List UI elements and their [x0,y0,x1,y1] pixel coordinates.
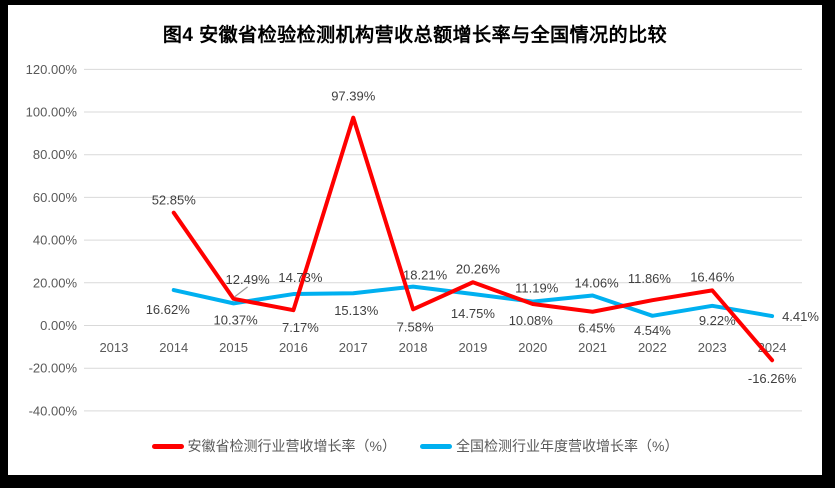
svg-text:6.45%: 6.45% [578,321,615,336]
svg-text:11.19%: 11.19% [515,281,559,296]
svg-text:2014: 2014 [159,340,188,355]
anhui-series-line [171,115,775,363]
svg-text:100.00%: 100.00% [26,105,78,120]
svg-text:2020: 2020 [518,340,547,355]
svg-text:2017: 2017 [339,340,368,355]
svg-text:2013: 2013 [99,340,128,355]
svg-text:12.49%: 12.49% [226,272,271,287]
svg-text:2015: 2015 [219,340,248,355]
national-series-line [171,284,775,319]
svg-text:80.00%: 80.00% [33,147,78,162]
y-axis-tick-labels: 120.00% 100.00% 80.00% 60.00% 40.00% 20.00% 0.… [26,62,78,419]
blue-line-swatch [420,443,452,449]
svg-text:14.06%: 14.06% [575,275,620,290]
legend-item-national: 全国检测行业年度营收增长率（%） [420,436,678,456]
svg-text:14.73%: 14.73% [278,270,323,285]
svg-text:18.21%: 18.21% [403,268,448,283]
svg-text:40.00%: 40.00% [33,233,78,248]
svg-text:9.22%: 9.22% [699,313,736,328]
svg-text:60.00%: 60.00% [33,190,78,205]
svg-text:97.39%: 97.39% [331,89,376,104]
svg-text:7.58%: 7.58% [397,319,434,334]
svg-text:16.62%: 16.62% [146,302,191,317]
legend: 安徽省检测行业营收增长率（%） 全国检测行业年度营收增长率（%） [8,436,822,456]
svg-text:20.26%: 20.26% [456,261,501,276]
legend-label-national: 全国检测行业年度营收增长率（%） [456,438,679,454]
label-leader-line [234,286,248,298]
legend-item-anhui: 安徽省检测行业营收增长率（%） [151,436,396,456]
svg-text:2018: 2018 [399,340,428,355]
gridlines [84,68,802,412]
svg-text:2019: 2019 [458,340,487,355]
svg-text:2021: 2021 [578,340,607,355]
svg-text:-16.26%: -16.26% [748,371,797,386]
svg-text:16.46%: 16.46% [690,269,735,284]
svg-text:-40.00%: -40.00% [29,403,78,418]
svg-text:0.00%: 0.00% [40,318,77,333]
svg-text:10.37%: 10.37% [214,312,259,327]
anhui-data-labels: 52.85% 12.49% 7.17% 97.39% 7.58% 20.26% 10.08%… [152,89,797,387]
svg-text:2023: 2023 [698,340,727,355]
red-line-swatch [151,443,184,449]
svg-text:15.13%: 15.13% [334,303,379,318]
svg-text:2022: 2022 [638,340,667,355]
svg-text:7.17%: 7.17% [282,320,319,335]
svg-text:52.85%: 52.85% [152,193,197,208]
chart-title: 图4 安徽省检验检测机构营收总额增长率与全国情况的比较 [162,25,668,46]
svg-text:-20.00%: -20.00% [29,361,78,376]
svg-text:2016: 2016 [279,340,308,355]
svg-text:10.08%: 10.08% [509,313,554,328]
svg-text:120.00%: 120.00% [26,62,78,77]
x-axis-labels: 2013 2014 2015 2016 2017 2018 2019 2020 2021 2022… [99,340,786,355]
svg-text:14.75%: 14.75% [451,306,496,321]
svg-text:4.54%: 4.54% [634,323,671,338]
svg-text:4.41%: 4.41% [782,309,819,324]
svg-text:20.00%: 20.00% [33,275,78,290]
svg-text:11.86%: 11.86% [628,271,672,286]
national-data-labels: 16.62% 10.37% 14.73% 15.13% 18.21% 14.75% 11.1… [146,268,820,338]
legend-label-anhui: 安徽省检测行业营收增长率（%） [187,438,396,454]
